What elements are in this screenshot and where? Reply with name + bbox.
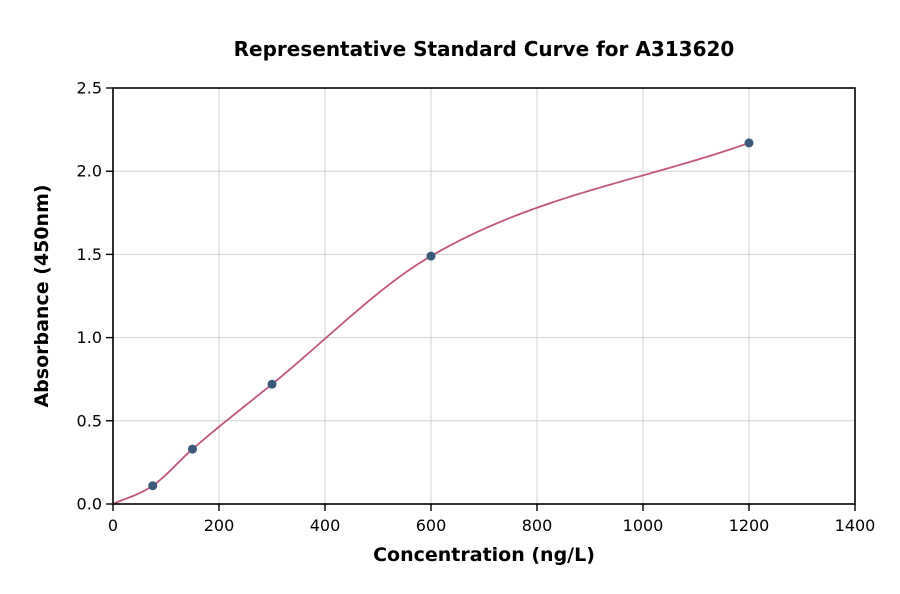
x-tick-label: 1400: [835, 516, 876, 535]
x-axis-label: Concentration (ng/L): [373, 544, 595, 566]
x-tick-label: 800: [522, 516, 553, 535]
x-tick-label: 400: [310, 516, 341, 535]
y-tick-label: 2.5: [77, 79, 102, 98]
x-tick-label: 0: [108, 516, 118, 535]
x-tick-label: 200: [204, 516, 235, 535]
y-axis-label: Absorbance (450nm): [31, 184, 53, 407]
chart-title: Representative Standard Curve for A31362…: [234, 37, 735, 61]
plot-area: 0 200 400 600 800 1000 1200 1400 0.0 0.5 1.0 1.5 2.0…: [77, 79, 876, 536]
data-point: [148, 481, 158, 491]
y-tick-label: 0.0: [77, 495, 102, 514]
y-tick-label: 1.0: [77, 328, 102, 347]
data-point: [188, 444, 197, 454]
x-tick-label: 1000: [623, 516, 664, 535]
x-tick-label: 1200: [729, 516, 770, 535]
data-point: [426, 251, 436, 261]
y-tick-label: 1.5: [77, 245, 102, 264]
plot-border: [112, 87, 856, 505]
y-tick-label: 0.5: [77, 411, 102, 430]
data-point: [267, 379, 277, 389]
y-tick-label: 2.0: [77, 162, 102, 181]
data-point: [744, 138, 754, 148]
x-tick-label: 600: [416, 516, 447, 535]
